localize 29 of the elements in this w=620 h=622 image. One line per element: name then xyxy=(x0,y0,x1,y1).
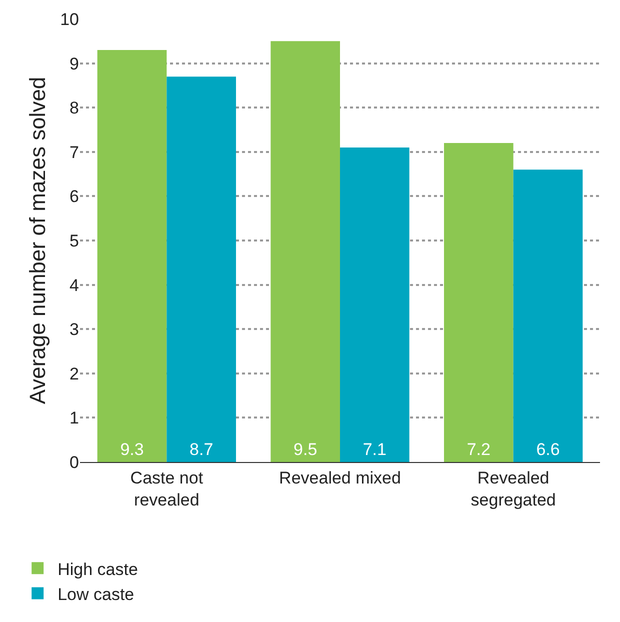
data-label: 6.6 xyxy=(536,440,560,459)
y-tick-label: 3 xyxy=(70,320,79,340)
y-tick-label: 8 xyxy=(70,98,79,118)
x-tick-label: Caste not revealed xyxy=(130,468,204,510)
y-tick-label: 0 xyxy=(70,452,79,472)
data-label: 9.5 xyxy=(294,440,318,459)
y-tick-label: 10 xyxy=(60,10,79,29)
y-tick-label: 4 xyxy=(70,276,79,295)
bar xyxy=(166,76,236,462)
y-tick-label: 6 xyxy=(70,187,79,206)
bar xyxy=(340,147,410,462)
y-tick-label: 9 xyxy=(70,54,79,74)
x-tick-label: Revealed segregated xyxy=(470,468,556,510)
y-tick-label: 1 xyxy=(70,408,79,428)
bar xyxy=(97,50,167,462)
y-tick-label: 2 xyxy=(70,364,79,384)
data-label: 7.2 xyxy=(466,440,490,459)
data-label: 9.3 xyxy=(120,440,144,459)
legend-label: High caste xyxy=(58,560,138,579)
data-label: 8.7 xyxy=(190,440,214,459)
data-label: 7.1 xyxy=(362,440,386,459)
bar xyxy=(513,170,583,462)
y-tick-label: 5 xyxy=(70,231,79,250)
y-axis-title: Average number of mazes solved xyxy=(24,76,50,404)
bar xyxy=(270,41,340,462)
legend-label: Low caste xyxy=(58,584,134,604)
x-tick-label: Revealed mixed xyxy=(279,468,401,488)
bar xyxy=(444,143,514,462)
y-tick-label: 7 xyxy=(70,142,79,162)
